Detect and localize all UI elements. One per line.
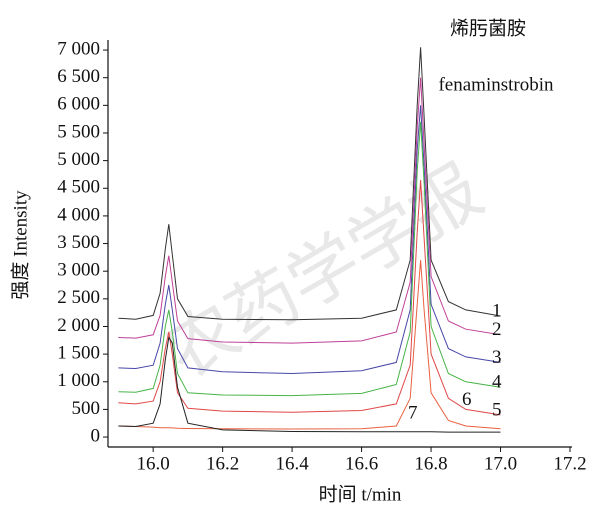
watermark: 农药学学报 <box>154 152 496 394</box>
y-tick-label: 2 000 <box>57 315 100 336</box>
line-series <box>118 121 501 397</box>
series-label: 1 <box>492 300 502 321</box>
y-tick-label: 5 000 <box>57 149 100 170</box>
line-series <box>118 336 501 433</box>
line-series <box>118 47 501 321</box>
y-tick-label: 2 500 <box>57 287 100 308</box>
series-label: 3 <box>492 347 502 368</box>
series-label: 2 <box>492 319 502 340</box>
series-label: 5 <box>492 399 502 420</box>
x-tick-label: 16.6 <box>345 453 378 474</box>
y-tick-label: 4 000 <box>57 204 100 225</box>
y-tick-label: 7 000 <box>57 38 100 59</box>
series-label: 7 <box>408 402 418 423</box>
x-tick-label: 16.2 <box>206 453 239 474</box>
y-tick-label: 3 500 <box>57 232 100 253</box>
series-label: 4 <box>492 372 502 393</box>
y-tick-label: 1 500 <box>57 342 100 363</box>
x-tick-label: 17.2 <box>553 453 586 474</box>
y-tick-label: 3 000 <box>57 260 100 281</box>
x-tick-label: 16.4 <box>275 453 309 474</box>
y-tick-label: 4 500 <box>57 177 100 198</box>
y-tick-label: 0 <box>91 425 101 446</box>
line-series <box>118 179 501 416</box>
line-series <box>118 260 501 430</box>
chart-title: 烯肟菌胺 <box>450 17 526 39</box>
y-tick-label: 6 000 <box>57 94 100 115</box>
series-label: 6 <box>462 389 472 410</box>
x-tick-label: 17.0 <box>484 453 517 474</box>
chart-subtitle: fenaminstrobin <box>438 74 554 95</box>
y-axis-label: 强度 Intensity <box>9 190 31 300</box>
y-tick-label: 6 500 <box>57 66 100 87</box>
line-series <box>118 105 501 375</box>
x-tick-label: 16.0 <box>137 453 170 474</box>
x-axis-label: 时间 t/min <box>319 483 402 505</box>
y-tick-label: 5 500 <box>57 121 100 142</box>
y-tick-label: 500 <box>72 398 101 419</box>
x-tick-label: 16.8 <box>414 453 447 474</box>
line-series <box>118 77 501 344</box>
y-tick-label: 1 000 <box>57 370 100 391</box>
